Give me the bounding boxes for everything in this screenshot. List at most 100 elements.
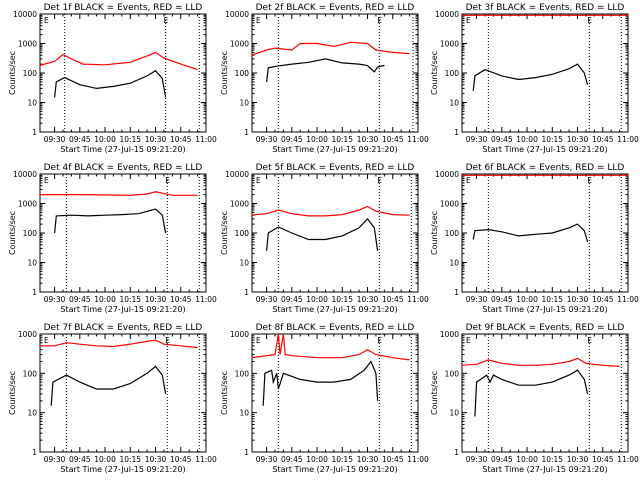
x-tick-label: 09:30 [256, 295, 278, 304]
y-tick-label: 1 [32, 128, 37, 137]
x-tick-label: 09:45 [491, 295, 513, 304]
x-tick-label: 09:30 [466, 295, 488, 304]
x-tick-label: 09:30 [44, 455, 66, 464]
y-tick-label: 1 [244, 128, 249, 137]
y-tick-label: 1 [244, 288, 249, 297]
x-tick-label: 10:00 [516, 295, 538, 304]
x-tick-label: 10:15 [331, 455, 353, 464]
x-axis-label: Start Time (27-Jul-15 09:21:20) [60, 145, 185, 154]
corner-mark-right: E [165, 176, 170, 185]
events-series-line [54, 69, 167, 98]
plot-frame [461, 13, 629, 133]
y-tick-label: 100 [235, 369, 250, 378]
x-tick-label: 10:30 [145, 455, 167, 464]
lld-series-line [39, 51, 198, 71]
x-tick-label: 10:15 [331, 295, 353, 304]
y-tick-label: 1000 [230, 200, 249, 209]
plot-panel: Det 5f BLACK = Events, RED = LLD 1 10 100 10… [220, 163, 429, 314]
x-tick-label: 09:45 [281, 295, 303, 304]
plot-frame [461, 333, 629, 453]
corner-mark-left: E [256, 336, 261, 345]
events-series-line [266, 217, 379, 251]
x-tick-label: 10:00 [516, 135, 538, 144]
plot-title: Det 3f BLACK = Events, RED = LLD [466, 3, 625, 13]
lld-series-line [39, 339, 198, 349]
plot-frame [39, 173, 207, 293]
plot-frame [251, 13, 419, 133]
events-series-line [50, 365, 167, 406]
plot-title: Det 2f BLACK = Events, RED = LLD [256, 3, 415, 13]
x-tick-label: 10:00 [94, 295, 116, 304]
x-tick-label: 10:00 [306, 135, 328, 144]
y-tick-label: 10 [449, 99, 459, 108]
x-tick-label: 10:45 [382, 135, 404, 144]
y-tick-label: 1 [244, 448, 249, 457]
plot-title: Det 1f BLACK = Events, RED = LLD [44, 3, 203, 13]
lld-series-line [461, 357, 620, 367]
events-series-line [266, 58, 385, 82]
events-series-line [474, 369, 589, 417]
y-tick-label: 10000 [13, 10, 37, 19]
y-axis-label: Counts/sec [8, 51, 17, 95]
y-tick-label: 10000 [435, 170, 459, 179]
corner-mark-right: E [164, 16, 169, 25]
y-tick-label: 10 [449, 409, 459, 418]
x-tick-label: 09:45 [69, 135, 91, 144]
x-tick-label: 10:45 [170, 295, 192, 304]
x-tick-label: 09:45 [281, 455, 303, 464]
plot-frame [39, 13, 207, 133]
plot-title: Det 5f BLACK = Events, RED = LLD [256, 163, 415, 173]
y-tick-label: 10000 [225, 170, 249, 179]
y-tick-label: 100 [23, 369, 38, 378]
y-tick-label: 100 [445, 229, 460, 238]
plot-title: Det 9f BLACK = Events, RED = LLD [466, 323, 625, 333]
corner-mark-left: E [256, 16, 261, 25]
y-axis-label: Counts/sec [220, 211, 229, 255]
plot-panel: Det 8f BLACK = Events, RED = LLD 1 10 100 10… [220, 323, 429, 474]
x-axis-label: Start Time (27-Jul-15 09:21:20) [60, 465, 185, 474]
y-axis-label: Counts/sec [8, 371, 17, 415]
x-tick-label: 10:30 [567, 295, 589, 304]
plot-panel: Det 7f BLACK = Events, RED = LLD 1 10 100 10… [8, 323, 217, 474]
x-tick-label: 10:15 [541, 295, 563, 304]
corner-mark-left: E [466, 16, 471, 25]
x-tick-label: 10:00 [306, 295, 328, 304]
y-tick-label: 100 [235, 229, 250, 238]
x-tick-label: 09:30 [466, 455, 488, 464]
y-tick-label: 1 [454, 448, 459, 457]
y-tick-label: 1 [454, 288, 459, 297]
corner-mark-left: E [466, 336, 471, 345]
y-axis-label: Counts/sec [8, 211, 17, 255]
corner-mark-right: E [377, 16, 382, 25]
plot-title: Det 7f BLACK = Events, RED = LLD [44, 323, 203, 333]
x-tick-label: 10:15 [119, 455, 141, 464]
corner-mark-right: E [377, 336, 382, 345]
x-tick-label: 09:45 [69, 455, 91, 464]
y-tick-label: 10 [449, 259, 459, 268]
x-tick-label: 10:00 [516, 455, 538, 464]
x-axis-label: Start Time (27-Jul-15 09:21:20) [482, 465, 607, 474]
corner-mark-right: E [377, 176, 382, 185]
plot-panel: Det 4f BLACK = Events, RED = LLD 1 10 100 10… [8, 163, 217, 314]
lld-series-line [251, 41, 410, 56]
corner-mark-right: E [587, 16, 592, 25]
corner-mark-left: E [256, 176, 261, 185]
x-tick-label: 11:00 [195, 135, 217, 144]
x-tick-label: 10:30 [145, 295, 167, 304]
x-tick-label: 10:45 [592, 135, 614, 144]
x-axis-label: Start Time (27-Jul-15 09:21:20) [272, 145, 397, 154]
x-tick-label: 10:15 [119, 135, 141, 144]
x-tick-label: 09:45 [281, 135, 303, 144]
x-tick-label: 11:00 [407, 455, 429, 464]
y-tick-label: 1000 [18, 330, 37, 339]
corner-mark-right: E [587, 336, 592, 345]
x-tick-label: 11:00 [195, 295, 217, 304]
x-tick-label: 09:30 [44, 135, 66, 144]
x-axis-label: Start Time (27-Jul-15 09:21:20) [272, 465, 397, 474]
corner-mark-right: E [587, 176, 592, 185]
x-tick-label: 10:30 [357, 295, 379, 304]
y-tick-label: 1 [454, 128, 459, 137]
x-tick-label: 11:00 [407, 135, 429, 144]
x-tick-label: 10:30 [357, 455, 379, 464]
plot-title: Det 8f BLACK = Events, RED = LLD [256, 323, 415, 333]
